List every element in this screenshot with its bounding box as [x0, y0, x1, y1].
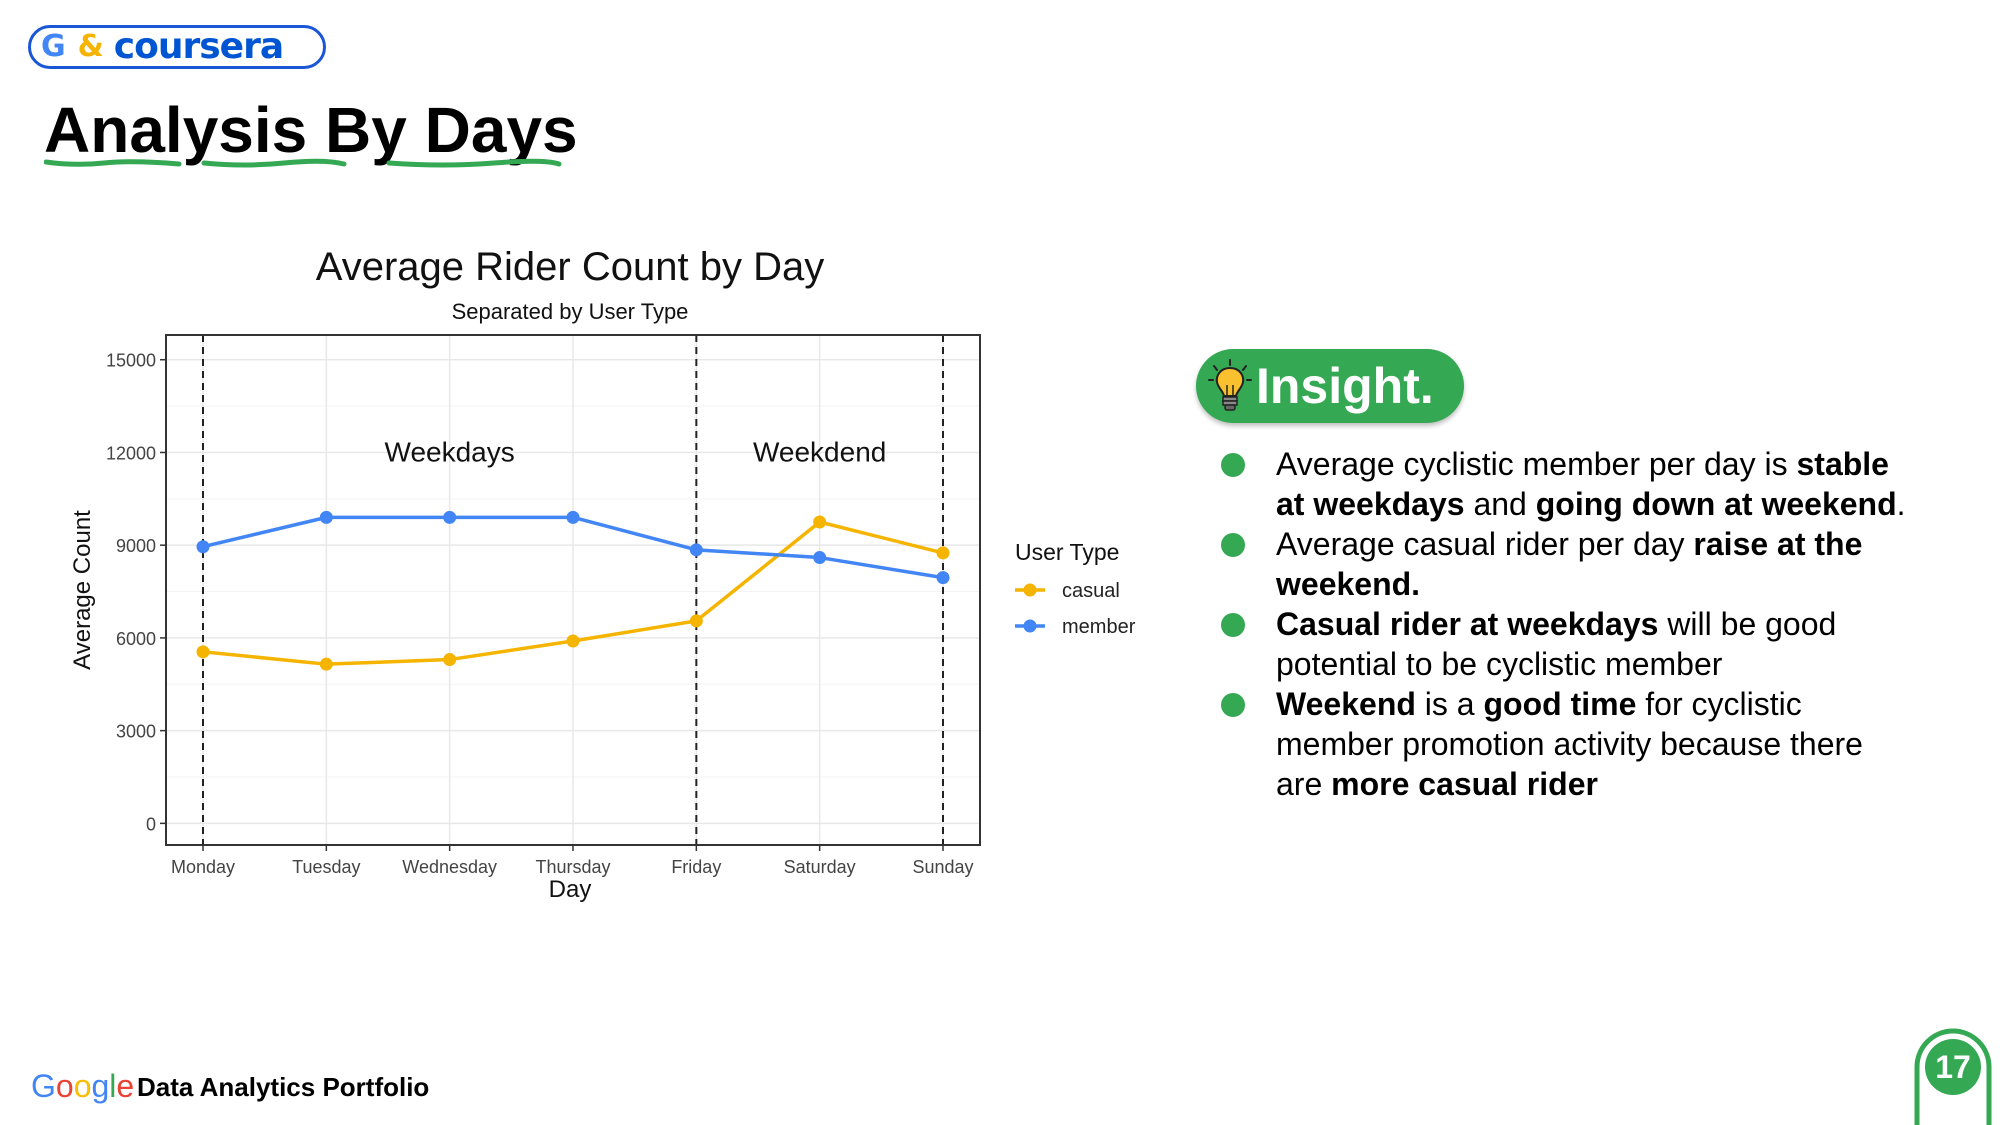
- bullet-text-bold: stable at weekdays: [1276, 446, 1889, 522]
- bullet-text-bold: going down at weekend: [1535, 486, 1897, 522]
- bullet-dot: [1221, 613, 1245, 637]
- google-logo-letter: g: [91, 1068, 110, 1104]
- data-point-casual: [813, 515, 827, 529]
- x-tick-label: Saturday: [784, 857, 856, 877]
- insight-badge: Insight.: [1196, 349, 1464, 423]
- bullet-dot: [1221, 453, 1245, 477]
- google-g-logo: G: [41, 29, 66, 64]
- bullet-text: for cyclistic member promotion activity …: [1276, 686, 1863, 802]
- logo-ampersand: &: [77, 29, 104, 64]
- data-point-casual: [936, 546, 950, 560]
- bullet-text: is a: [1415, 686, 1484, 722]
- x-tick-label: Wednesday: [402, 857, 497, 877]
- data-point-member: [566, 510, 580, 524]
- x-axis-label: Day: [549, 876, 592, 903]
- bullet-dot: [1221, 533, 1245, 557]
- bullet-text: and: [1464, 486, 1536, 522]
- data-point-casual: [196, 645, 210, 659]
- insight-bullet: Casual rider at weekdays will be good po…: [1214, 604, 1914, 684]
- google-coursera-logo: G & coursera: [28, 25, 326, 69]
- insight-label: Insight.: [1256, 358, 1434, 414]
- bullet-dot: [1221, 693, 1245, 717]
- page-number-badge: 17: [1914, 1028, 1992, 1125]
- bullet-text: will be good potential to be cyclistic m…: [1276, 606, 1837, 682]
- chart-gridlines: [166, 335, 980, 845]
- page-number: 17: [1935, 1049, 1971, 1085]
- y-tick-label: 15000: [106, 351, 156, 371]
- bullet-text-bold: Weekend: [1276, 686, 1416, 722]
- y-axis-label: Average Count: [69, 510, 96, 670]
- bullet-text: Average casual rider per day: [1276, 526, 1694, 562]
- chart-annotation: Weekdays: [385, 436, 515, 467]
- data-point-member: [443, 510, 457, 524]
- chart-annotation: Weekdend: [753, 436, 886, 467]
- data-point-casual: [689, 614, 703, 628]
- chart-title: Average Rider Count by Day: [316, 245, 824, 289]
- bullet-text-bold: good time: [1483, 686, 1637, 722]
- chart-axis-ticks: 0 3000 6000 9000 12000 15000 Monday Tuesday Wedn…: [106, 351, 974, 877]
- x-tick-label: Monday: [171, 857, 235, 877]
- data-point-member: [319, 510, 333, 524]
- bullet-text-bold: Casual rider at weekdays: [1276, 606, 1659, 642]
- y-tick-label: 6000: [116, 629, 156, 649]
- y-tick-label: 0: [146, 814, 156, 834]
- data-point-member: [813, 551, 827, 565]
- x-tick-label: Sunday: [912, 857, 973, 877]
- bullet-text-bold: raise at the weekend.: [1276, 526, 1863, 602]
- legend-marker-member: [1023, 619, 1037, 633]
- legend-label-casual: casual: [1062, 580, 1120, 602]
- data-point-member: [936, 571, 950, 585]
- google-logo-letter: o: [73, 1068, 92, 1104]
- x-tick-label: Friday: [671, 857, 721, 877]
- x-tick-label: Tuesday: [292, 857, 360, 877]
- insight-bullet: Average cyclistic member per day is stab…: [1214, 444, 1914, 524]
- legend-title: User Type: [1015, 539, 1119, 565]
- insight-bullet-list: Average cyclistic member per day is stab…: [1214, 444, 1914, 804]
- legend-label-member: member: [1062, 616, 1136, 638]
- insight-bullet: Weekend is a good time for cyclistic mem…: [1214, 684, 1914, 804]
- y-tick-label: 9000: [116, 536, 156, 556]
- rider-count-chart: 0 3000 6000 9000 12000 15000 Monday Tuesday Wedn…: [69, 245, 1136, 903]
- insight-bullet: Average casual rider per day raise at th…: [1214, 524, 1914, 604]
- data-point-member: [196, 540, 210, 554]
- y-tick-label: 3000: [116, 722, 156, 742]
- title-underline: [44, 158, 562, 168]
- google-logo-letter: e: [116, 1068, 135, 1104]
- chart-subtitle: Separated by User Type: [452, 299, 689, 324]
- lightbulb-icon: [1208, 359, 1252, 411]
- bullet-text: .: [1896, 486, 1906, 522]
- coursera-wordmark: coursera: [113, 26, 284, 67]
- data-point-casual: [319, 657, 333, 671]
- x-tick-label: Thursday: [535, 857, 610, 877]
- google-logo-letter: G: [31, 1068, 56, 1104]
- data-point-member: [689, 543, 703, 557]
- chart-series: [196, 510, 950, 671]
- google-logo: Google: [31, 1068, 134, 1104]
- chart-weekday-separators: [202, 335, 944, 845]
- legend-marker-casual: [1023, 583, 1037, 597]
- chart-annotations: Weekdays Weekdend: [385, 436, 887, 467]
- google-logo-letter: l: [109, 1068, 117, 1104]
- chart-legend: User Type casual member: [1015, 539, 1136, 638]
- bullet-text: Average cyclistic member per day is: [1276, 446, 1797, 482]
- footer-text: Data Analytics Portfolio: [137, 1072, 430, 1102]
- y-tick-label: 12000: [106, 443, 156, 463]
- google-logo-letter: o: [55, 1068, 74, 1104]
- data-point-casual: [566, 634, 580, 648]
- slide-title: Analysis By Days: [44, 94, 578, 166]
- data-point-casual: [443, 653, 457, 667]
- bullet-text-bold: more casual rider: [1331, 766, 1598, 802]
